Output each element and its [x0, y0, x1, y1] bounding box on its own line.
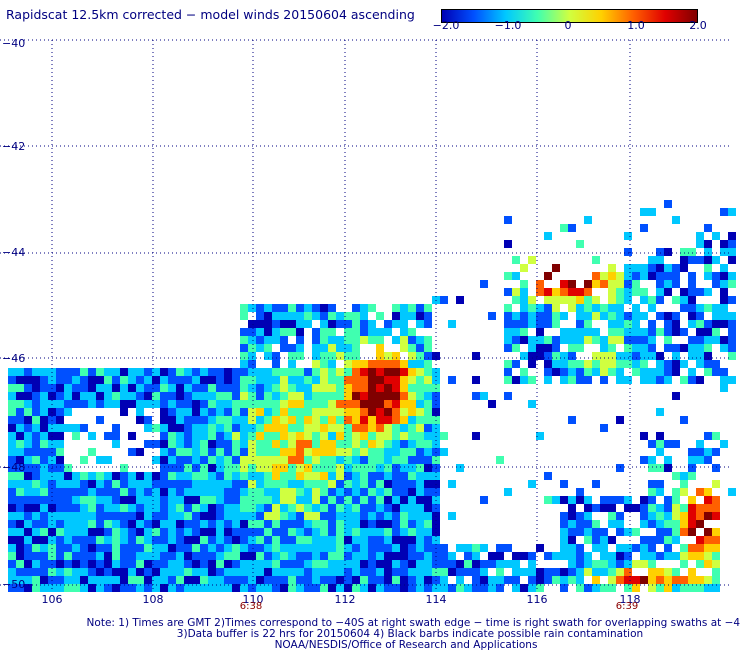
x-tick-label: 116: [527, 593, 548, 606]
x-tick-label: 110: [243, 593, 264, 606]
x-tick-label: 108: [143, 593, 164, 606]
swath-cells: [8, 200, 736, 592]
footnote-line-2: 3)Data buffer is 22 hrs for 20150604 4) …: [176, 628, 644, 640]
y-tick-label: −50: [2, 578, 25, 591]
time-label: 6:39: [616, 601, 638, 610]
time-label: 6:38: [240, 601, 262, 610]
y-tick-label: −40: [2, 37, 25, 50]
colorbar-tick: 1.0: [627, 19, 645, 32]
colorbar: [441, 9, 698, 23]
colorbar-tick: 0: [564, 19, 572, 32]
footnote-line-3: NOAA/NESDIS/Office of Research and Appli…: [274, 639, 538, 651]
x-tick-label: 112: [335, 593, 356, 606]
colorbar-tick: −1.0: [494, 19, 522, 32]
x-tick-label: 114: [426, 593, 447, 606]
wind-difference-map: 106 108 110 112 114 116 118 6:38 6:39 −4…: [0, 37, 736, 610]
y-tick-label: −42: [2, 140, 25, 153]
x-tick-label: 118: [620, 593, 641, 606]
y-tick-label: −46: [2, 352, 25, 365]
colorbar-tick: 2.0: [689, 19, 707, 32]
y-tick-label: −48: [2, 461, 25, 474]
colorbar-tick: −2.0: [432, 19, 460, 32]
y-tick-label: −44: [2, 246, 25, 259]
x-tick-label: 106: [42, 593, 63, 606]
footnote-line-1: Note: 1) Times are GMT 2)Times correspon…: [86, 617, 740, 629]
graticule: [0, 39, 730, 590]
map-title: Rapidscat 12.5km corrected − model winds…: [6, 7, 415, 22]
